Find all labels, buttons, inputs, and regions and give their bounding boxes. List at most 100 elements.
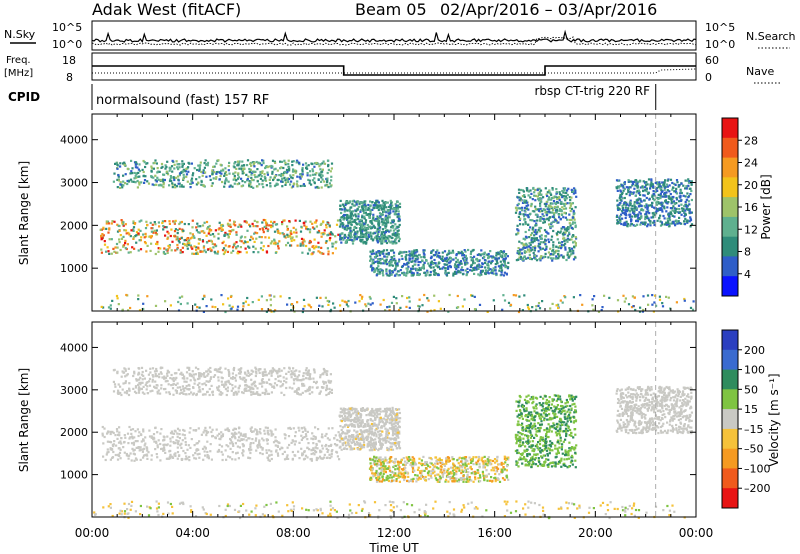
power-cell bbox=[169, 175, 172, 178]
power-cell bbox=[422, 263, 425, 267]
power-cell bbox=[119, 162, 122, 165]
power-cell bbox=[519, 213, 522, 216]
power-cell bbox=[545, 230, 548, 233]
power-cell bbox=[648, 198, 651, 201]
power-cell bbox=[122, 184, 125, 187]
power-cell bbox=[377, 265, 380, 268]
power-cell bbox=[150, 230, 153, 233]
velocity-cell bbox=[181, 433, 184, 436]
power-cell bbox=[568, 247, 571, 250]
power-cell bbox=[635, 219, 638, 223]
power-cell bbox=[524, 201, 527, 204]
power-cell bbox=[327, 250, 330, 253]
velocity-cell bbox=[241, 378, 244, 381]
power-cell bbox=[528, 245, 531, 248]
power-cell bbox=[272, 242, 275, 245]
power-cell bbox=[232, 172, 235, 175]
power-cell bbox=[269, 185, 272, 188]
power-cell bbox=[660, 190, 663, 193]
power-cell bbox=[161, 220, 164, 223]
power-cell bbox=[495, 254, 498, 257]
velocity-cell bbox=[262, 439, 265, 442]
power-cell bbox=[555, 304, 558, 307]
power-cell bbox=[408, 271, 411, 274]
power-cell bbox=[107, 231, 110, 234]
power-cell bbox=[387, 240, 390, 243]
velocity-cell bbox=[143, 447, 146, 450]
power-cell bbox=[558, 255, 561, 258]
power-cell bbox=[481, 270, 484, 273]
power-cell bbox=[370, 252, 373, 256]
power-cell bbox=[535, 308, 538, 311]
power-colorbar-swatches bbox=[722, 118, 738, 297]
velocity-cell bbox=[201, 383, 204, 386]
power-cell bbox=[135, 234, 138, 237]
velocity-cell bbox=[232, 393, 235, 396]
power-cell bbox=[137, 171, 140, 174]
power-cell bbox=[124, 223, 127, 226]
power-cell bbox=[396, 207, 399, 210]
power-cell bbox=[454, 257, 457, 260]
power-cell bbox=[387, 235, 390, 238]
power-cell bbox=[221, 224, 225, 227]
power-cell bbox=[176, 243, 179, 247]
power-cell bbox=[386, 219, 390, 222]
power-cell bbox=[536, 195, 539, 198]
power-cell bbox=[563, 239, 566, 242]
power-cell bbox=[344, 235, 347, 238]
power-cell bbox=[124, 173, 127, 176]
power-cell bbox=[313, 180, 316, 183]
power-cell bbox=[636, 201, 639, 204]
power-cell bbox=[471, 294, 474, 297]
power-cell bbox=[393, 269, 396, 272]
power-cell bbox=[569, 202, 572, 205]
power-cell bbox=[396, 230, 399, 233]
power-cell bbox=[570, 202, 573, 205]
power-cell bbox=[358, 202, 361, 205]
velocity-cell bbox=[208, 426, 212, 429]
power-cell bbox=[246, 164, 249, 167]
power-cell bbox=[144, 175, 147, 178]
power-cell bbox=[215, 244, 218, 247]
power-cell bbox=[530, 241, 533, 244]
power-cell bbox=[382, 252, 385, 255]
power-cell bbox=[459, 261, 462, 264]
power-cell bbox=[555, 211, 558, 214]
velocity-cell bbox=[136, 428, 139, 431]
power-cell bbox=[152, 167, 155, 170]
power-cell bbox=[178, 222, 181, 226]
power-cell bbox=[292, 226, 295, 229]
velocity-cell bbox=[131, 428, 135, 431]
power-cell bbox=[689, 219, 693, 222]
power-cell bbox=[361, 228, 364, 231]
velocity-cell bbox=[126, 432, 130, 435]
power-cell bbox=[127, 231, 130, 234]
power-cell bbox=[509, 303, 513, 306]
velocity-cell bbox=[245, 439, 248, 442]
power-cell bbox=[531, 248, 534, 251]
velocity-cell bbox=[243, 389, 247, 392]
power-cell bbox=[534, 188, 537, 192]
power-cell bbox=[669, 213, 672, 216]
power-cell bbox=[306, 167, 309, 170]
power-cell bbox=[296, 184, 299, 187]
power-cell bbox=[357, 200, 360, 203]
velocity-cell bbox=[109, 441, 113, 444]
velocity-cell bbox=[274, 428, 277, 431]
freq-unit-label: [MHz] bbox=[4, 68, 33, 79]
power-cell bbox=[240, 168, 243, 171]
power-cell bbox=[257, 298, 260, 301]
power-cell bbox=[339, 218, 342, 222]
velocity-cell bbox=[260, 379, 264, 382]
velocity-cell bbox=[327, 381, 331, 384]
velocity-cell bbox=[164, 387, 167, 391]
velocity-cell bbox=[184, 437, 187, 440]
power-cell bbox=[134, 175, 137, 178]
power-cell bbox=[328, 300, 331, 303]
power-cell bbox=[177, 300, 180, 304]
power-cell bbox=[671, 222, 674, 225]
velocity-cell bbox=[268, 459, 271, 462]
velocity-cell bbox=[275, 440, 278, 443]
power-cell bbox=[564, 207, 568, 210]
power-cell bbox=[566, 234, 569, 237]
